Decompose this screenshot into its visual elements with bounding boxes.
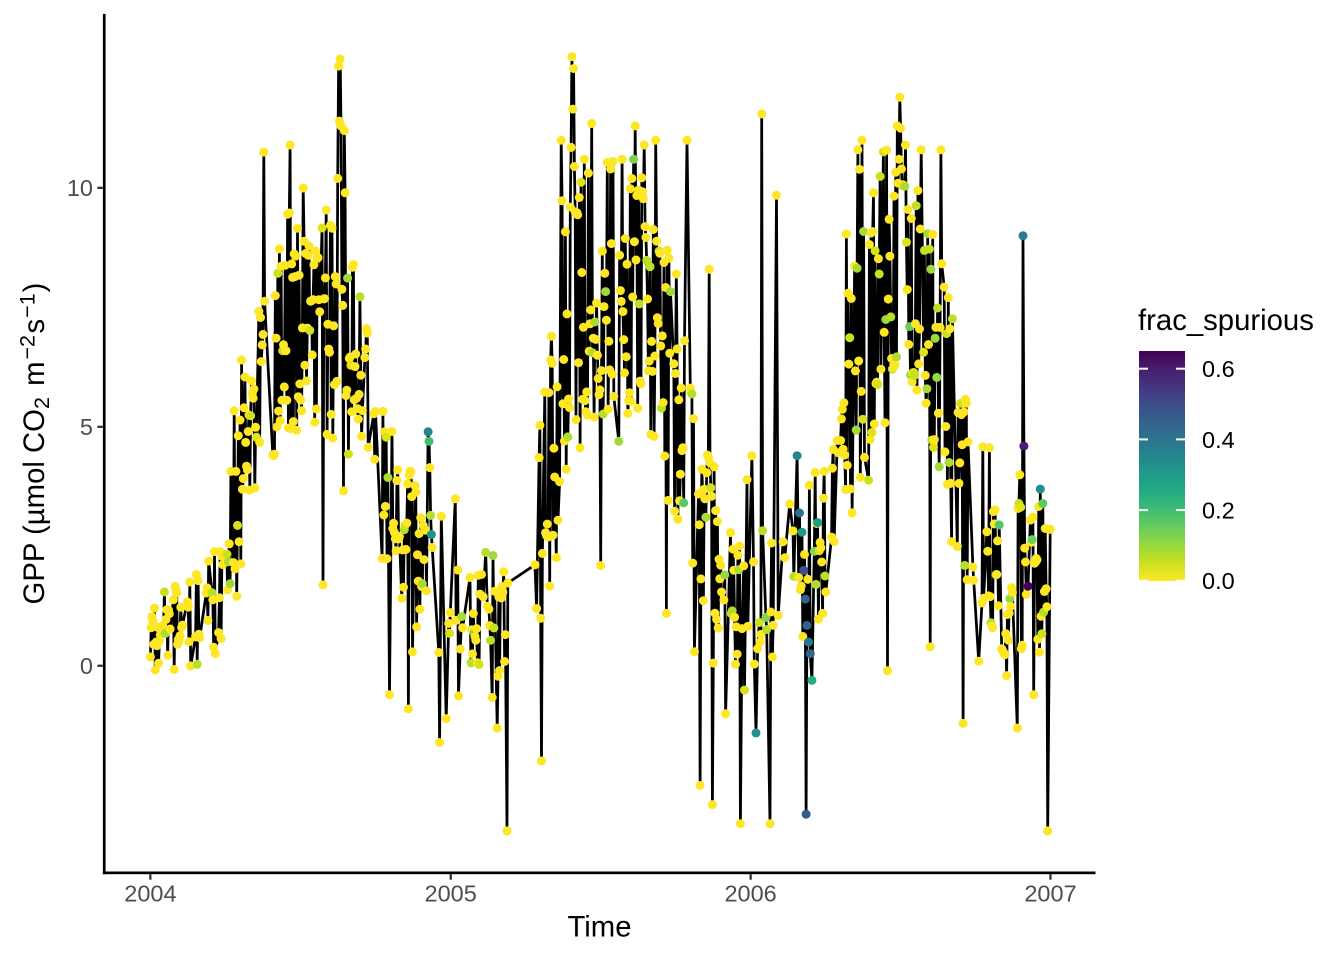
- svg-text:10: 10: [67, 175, 93, 201]
- svg-text:2004: 2004: [124, 881, 176, 907]
- svg-text:GPP (µmol CO2 m−2s−1): GPP (µmol CO2 m−2s−1): [16, 283, 55, 605]
- svg-text:0.0: 0.0: [1202, 568, 1235, 594]
- svg-text:0.6: 0.6: [1202, 356, 1235, 382]
- svg-text:0.4: 0.4: [1202, 427, 1235, 453]
- svg-text:2007: 2007: [1024, 881, 1076, 907]
- svg-text:0.2: 0.2: [1202, 498, 1235, 524]
- svg-text:Time: Time: [567, 911, 631, 944]
- svg-text:5: 5: [80, 414, 93, 440]
- svg-text:frac_spurious: frac_spurious: [1138, 304, 1314, 337]
- svg-text:2006: 2006: [724, 881, 776, 907]
- svg-text:2005: 2005: [425, 881, 477, 907]
- svg-text:0: 0: [80, 653, 93, 679]
